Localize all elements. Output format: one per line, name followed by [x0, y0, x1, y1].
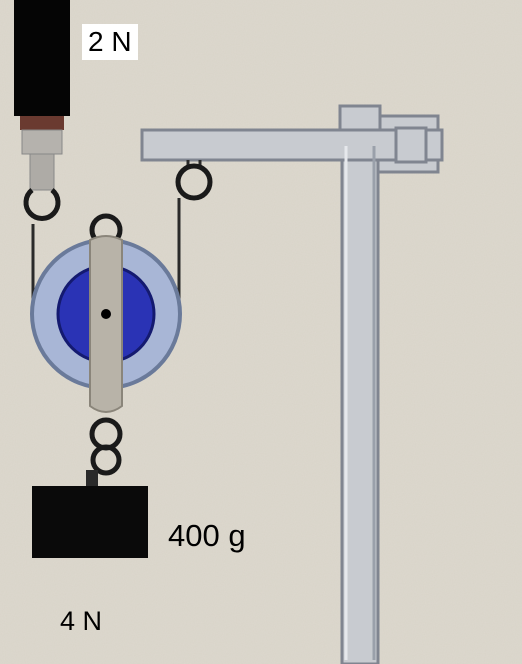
label-mass: 400 g [168, 518, 246, 554]
label-force-bottom: 4 N [60, 606, 102, 637]
label-force-top: 2 N [82, 24, 138, 60]
diagram-background [0, 0, 522, 664]
diagram-svg [0, 0, 522, 664]
